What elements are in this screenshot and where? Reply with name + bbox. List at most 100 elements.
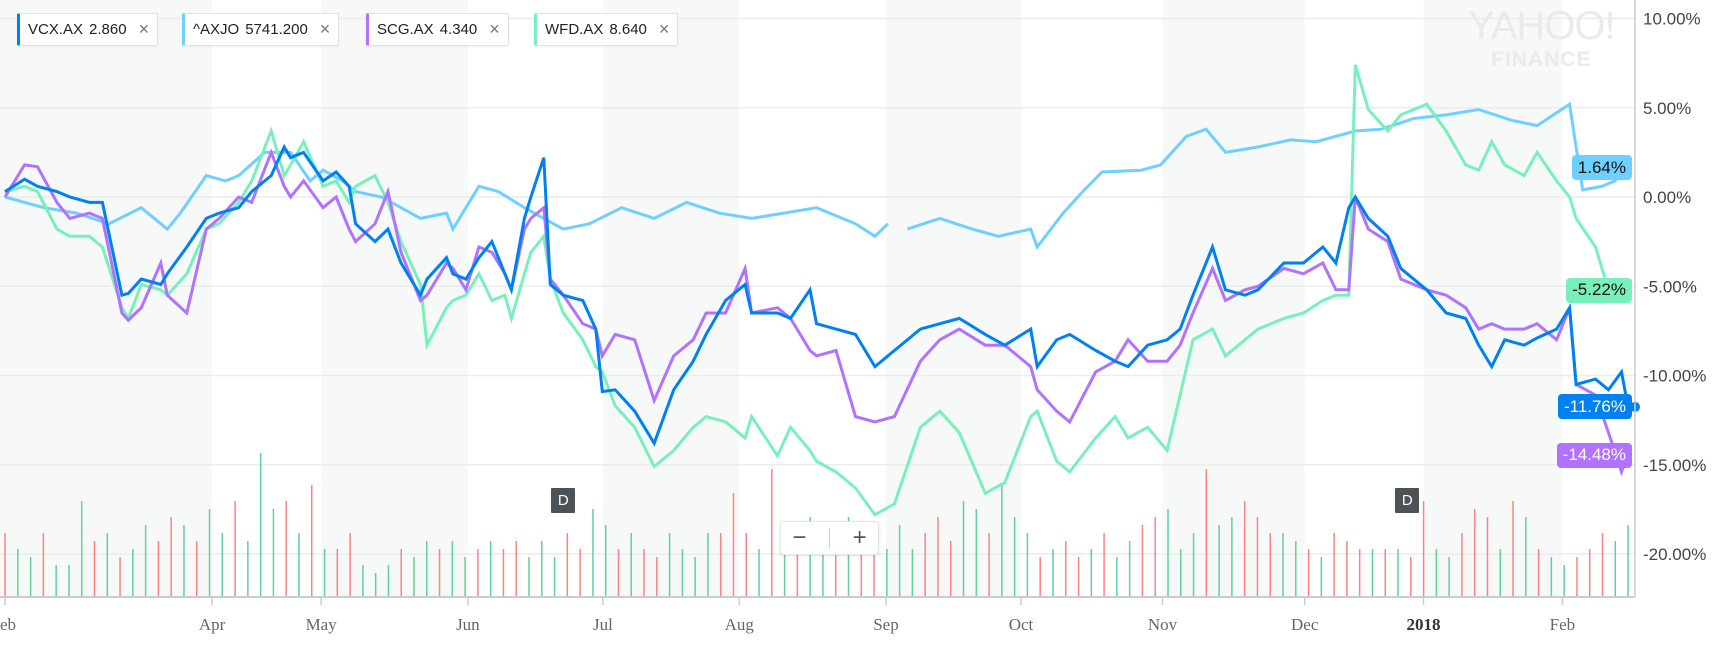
volume-bar <box>451 541 454 597</box>
volume-bar <box>1065 541 1067 597</box>
close-icon[interactable]: × <box>138 19 150 39</box>
volume-bar <box>1116 557 1118 597</box>
volume-bar <box>132 549 134 597</box>
zoom-divider <box>829 528 830 548</box>
volume-bar <box>1001 485 1003 597</box>
x-axis: eb Apr May Jun Jul Aug Sep Oct Nov Dec 2018 Feb <box>0 596 1635 634</box>
volume-bar <box>668 533 671 597</box>
y-tick-label: 5.00% <box>1643 99 1691 118</box>
y-tick-label: -15.00% <box>1643 456 1706 475</box>
volume-bar <box>1563 565 1565 597</box>
volume-bar <box>119 557 121 597</box>
volume-bar <box>949 541 952 597</box>
last-value-tag: -11.76% <box>1557 394 1632 420</box>
legend-chip-vcxax[interactable]: VCX.AX 2.860 × <box>17 13 159 46</box>
volume-bar <box>579 549 581 597</box>
volume-bar <box>1512 501 1514 597</box>
volume-bar <box>1448 557 1450 597</box>
volume-bar <box>745 533 748 597</box>
volume-bar <box>349 533 351 597</box>
volume-bar <box>1473 509 1476 597</box>
volume-bar <box>1588 549 1591 597</box>
last-value-tag: -5.22% <box>1566 277 1632 303</box>
logo-line2: FINANCE <box>1491 48 1592 71</box>
y-tick-label: -20.00% <box>1643 545 1706 564</box>
volume-bar <box>1537 549 1540 597</box>
volume-bar <box>413 557 415 597</box>
shaded-month-band <box>602 0 740 597</box>
volume-bar <box>1461 533 1463 597</box>
volume-bar <box>719 533 722 597</box>
volume-bar <box>438 549 441 597</box>
volume-bar <box>834 525 837 597</box>
volume-bar <box>592 509 594 597</box>
volume-bar <box>55 565 57 597</box>
volume-bar <box>1384 549 1386 597</box>
volume-bar <box>272 509 275 597</box>
gridlines <box>0 17 1635 555</box>
volume-bar <box>553 557 556 597</box>
x-tick-label: Jun <box>456 615 480 634</box>
volume-bar <box>1205 469 1208 597</box>
volume-bar <box>93 541 96 597</box>
legend-price: 8.640 <box>609 21 647 38</box>
volume-bar <box>29 557 32 597</box>
series-line-axjo <box>4 101 1630 251</box>
y-tick-label: -10.00% <box>1643 367 1706 386</box>
volume-bar <box>1090 549 1093 597</box>
x-tick-label: 2018 <box>1407 615 1441 634</box>
x-tick-label: Jul <box>593 615 613 634</box>
volume-bar <box>1243 501 1246 597</box>
volume-bar <box>298 533 300 597</box>
volume-bar <box>259 453 262 597</box>
volume-bar <box>630 533 632 597</box>
legend-chip-axjo[interactable]: ^AXJO 5741.200 × <box>182 13 340 46</box>
volume-bar <box>1576 557 1578 597</box>
volume-bar <box>234 501 236 597</box>
shaded-month-band <box>885 0 1021 597</box>
volume-bar <box>707 533 709 597</box>
zoom-in-button[interactable]: + <box>852 524 867 551</box>
dividend-marker[interactable]: D <box>551 488 576 513</box>
x-tick-label: Sep <box>873 615 899 634</box>
volume-bar <box>975 509 978 597</box>
volume-bar <box>1128 541 1131 597</box>
close-icon[interactable]: × <box>658 19 670 39</box>
volume-bar <box>1358 549 1361 597</box>
volume-bar <box>758 549 760 597</box>
last-value-tag: -14.48% <box>1556 442 1632 468</box>
volume-bar <box>1256 517 1259 597</box>
y-tick-label: 10.00% <box>1643 10 1701 29</box>
volume-bar <box>898 525 901 597</box>
volume-bar <box>617 549 620 597</box>
volume-bar <box>1627 525 1629 597</box>
volume-bar <box>962 501 965 597</box>
y-axis: 10.00% 5.00% 0.00% -5.00% -10.00% -15.00% -20.… <box>1634 0 1706 597</box>
volume-bar <box>1307 549 1310 597</box>
volume-bar <box>80 501 83 597</box>
volume-bar <box>860 541 863 597</box>
zoom-out-button[interactable]: − <box>792 524 807 551</box>
shaded-month-band <box>0 0 213 597</box>
close-icon[interactable]: × <box>489 19 500 39</box>
volume-bar <box>1333 533 1335 597</box>
volume-bar <box>515 541 517 597</box>
volume-bar <box>1525 517 1527 597</box>
volume-bar <box>1410 557 1412 597</box>
x-tick-label: eb <box>0 615 16 634</box>
close-icon[interactable]: × <box>319 19 331 39</box>
volume-bar <box>311 485 313 597</box>
volume-bar <box>796 549 799 597</box>
legend-chip-scgax[interactable]: SCG.AX 4.340 × <box>366 13 509 46</box>
volume-bar <box>1077 557 1080 597</box>
volume-bar <box>221 533 224 597</box>
volume-bar <box>1614 541 1617 597</box>
y-tick-label: -5.00% <box>1643 277 1697 296</box>
volume-bar <box>1499 549 1502 597</box>
volume-bar <box>566 533 569 597</box>
legend-chip-wfdax[interactable]: WFD.AX 8.640 × <box>534 13 679 46</box>
volume-bar <box>68 565 70 597</box>
dividend-marker[interactable]: D <box>1395 488 1420 513</box>
volume-bar <box>247 541 249 597</box>
